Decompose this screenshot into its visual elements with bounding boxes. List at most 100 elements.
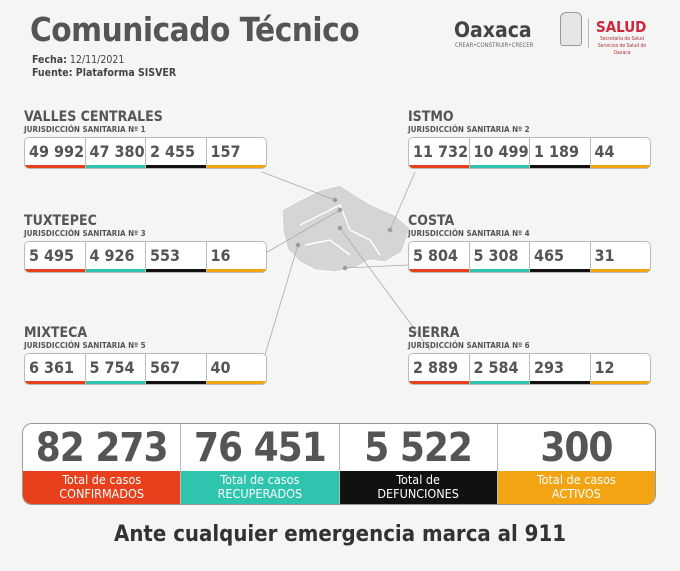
map-point bbox=[337, 225, 343, 231]
region-costa: COSTA JURISDICCIÓN SANITARIA Nº 4 5 804 5 3… bbox=[408, 214, 651, 273]
total-label: Total de DEFUNCIONES bbox=[339, 471, 497, 504]
stat-confirmados: 5 804 bbox=[409, 242, 470, 272]
stat-value: 49 992 bbox=[29, 142, 85, 161]
stat-confirmados: 2 889 bbox=[409, 354, 470, 384]
stat-value: 293 bbox=[534, 358, 565, 377]
stat-value: 5 308 bbox=[473, 246, 519, 265]
stat-value: 5 495 bbox=[29, 246, 75, 265]
total-defunciones: 5 522 Total de DEFUNCIONES bbox=[339, 424, 498, 504]
total-value: 82 273 bbox=[35, 425, 169, 471]
oaxaca-map bbox=[261, 171, 431, 366]
region-stats: 49 992 47 380 2 455 157 bbox=[24, 137, 267, 169]
state-crest-icon bbox=[560, 12, 582, 46]
total-label-line1: Total de casos bbox=[536, 472, 616, 487]
total-label: Total de casos CONFIRMADOS bbox=[23, 471, 181, 504]
color-bar bbox=[85, 269, 145, 272]
total-label-line2: CONFIRMADOS bbox=[59, 486, 144, 501]
stat-value: 44 bbox=[594, 142, 615, 161]
total-label-line2: DEFUNCIONES bbox=[377, 486, 459, 501]
stat-value: 16 bbox=[210, 246, 231, 265]
date-line: Fecha: 12/11/2021 bbox=[32, 54, 124, 66]
stat-value: 12 bbox=[594, 358, 615, 377]
region-stats: 6 361 5 754 567 40 bbox=[24, 353, 267, 385]
stat-activos: 44 bbox=[590, 138, 650, 168]
salud-subtitle: Secretaría de Salud Servicios de Salud d… bbox=[597, 36, 647, 56]
stat-value: 5 804 bbox=[413, 246, 459, 265]
total-label: Total de casos ACTIVOS bbox=[497, 471, 655, 504]
stat-defunciones: 2 455 bbox=[146, 138, 207, 168]
color-bar bbox=[469, 165, 529, 168]
stat-activos: 157 bbox=[206, 138, 266, 168]
stat-defunciones: 567 bbox=[146, 354, 207, 384]
map-point bbox=[337, 207, 343, 213]
map-shape bbox=[281, 184, 411, 273]
region-mixteca: MIXTECA JURISDICCIÓN SANITARIA Nº 5 6 361 5… bbox=[24, 326, 267, 385]
color-bar bbox=[409, 165, 469, 168]
connector-line bbox=[261, 209, 341, 256]
color-bar bbox=[530, 165, 590, 168]
oaxaca-tagline: CREAR•CONSTRUIR•CRECER bbox=[455, 42, 534, 49]
stat-value: 157 bbox=[210, 142, 241, 161]
color-bar bbox=[530, 269, 590, 272]
map-border bbox=[299, 203, 381, 256]
region-name: TUXTEPEC bbox=[24, 213, 97, 229]
stat-activos: 12 bbox=[590, 354, 650, 384]
stat-recuperados: 2 584 bbox=[469, 354, 530, 384]
connector-line bbox=[344, 264, 409, 269]
region-name: ISTMO bbox=[408, 109, 454, 125]
region-jurisdiction: JURISDICCIÓN SANITARIA Nº 4 bbox=[408, 229, 530, 238]
stat-value: 465 bbox=[534, 246, 565, 265]
connector-line bbox=[339, 227, 431, 351]
color-bar bbox=[25, 381, 85, 384]
total-confirmados: 82 273 Total de casos CONFIRMADOS bbox=[23, 424, 182, 504]
color-bar bbox=[25, 165, 85, 168]
stat-confirmados: 11 732 bbox=[409, 138, 470, 168]
color-bar bbox=[206, 381, 266, 384]
date-value: 12/11/2021 bbox=[69, 54, 125, 66]
region-jurisdiction: JURISDICCIÓN SANITARIA Nº 1 bbox=[24, 125, 146, 134]
color-bar bbox=[590, 165, 650, 168]
region-stats: 11 732 10 499 1 189 44 bbox=[408, 137, 651, 169]
stat-value: 6 361 bbox=[29, 358, 75, 377]
connector-line bbox=[389, 171, 416, 231]
emergency-message: Ante cualquier emergencia marca al 911 bbox=[114, 522, 566, 547]
region-tuxtepec: TUXTEPEC JURISDICCIÓN SANITARIA Nº 3 5 495… bbox=[24, 214, 267, 273]
map-point bbox=[342, 265, 348, 271]
stat-value: 2 455 bbox=[150, 142, 196, 161]
stat-value: 553 bbox=[150, 246, 181, 265]
stat-value: 2 889 bbox=[413, 358, 459, 377]
stat-value: 1 189 bbox=[534, 142, 580, 161]
total-label-line2: RECUPERADOS bbox=[217, 486, 303, 501]
stat-value: 47 380 bbox=[89, 142, 145, 161]
salud-logo: SALUD bbox=[596, 18, 647, 36]
region-jurisdiction: JURISDICCIÓN SANITARIA Nº 6 bbox=[408, 341, 530, 350]
region-stats: 5 804 5 308 465 31 bbox=[408, 241, 651, 273]
map-point bbox=[387, 227, 393, 233]
color-bar bbox=[409, 381, 469, 384]
divider bbox=[588, 18, 589, 48]
color-bar bbox=[530, 381, 590, 384]
stat-defunciones: 553 bbox=[146, 242, 207, 272]
region-jurisdiction: JURISDICCIÓN SANITARIA Nº 3 bbox=[24, 229, 146, 238]
stat-value: 40 bbox=[210, 358, 231, 377]
map-border bbox=[304, 239, 351, 256]
color-bar bbox=[469, 381, 529, 384]
color-bar bbox=[146, 165, 206, 168]
stat-recuperados: 10 499 bbox=[469, 138, 530, 168]
color-bar bbox=[590, 381, 650, 384]
stat-activos: 40 bbox=[206, 354, 266, 384]
stat-defunciones: 293 bbox=[530, 354, 591, 384]
page-title: Comunicado Técnico bbox=[30, 10, 360, 49]
stat-value: 2 584 bbox=[473, 358, 519, 377]
source-label: Fuente: bbox=[32, 67, 73, 79]
stat-confirmados: 6 361 bbox=[25, 354, 86, 384]
stat-activos: 31 bbox=[590, 242, 650, 272]
oaxaca-logo: Oaxaca bbox=[454, 18, 532, 42]
stat-activos: 16 bbox=[206, 242, 266, 272]
region-jurisdiction: JURISDICCIÓN SANITARIA Nº 5 bbox=[24, 341, 146, 350]
total-value: 300 bbox=[540, 425, 613, 471]
stat-value: 11 732 bbox=[413, 142, 469, 161]
stat-defunciones: 1 189 bbox=[530, 138, 591, 168]
total-label-line2: ACTIVOS bbox=[551, 486, 601, 501]
stat-defunciones: 465 bbox=[530, 242, 591, 272]
